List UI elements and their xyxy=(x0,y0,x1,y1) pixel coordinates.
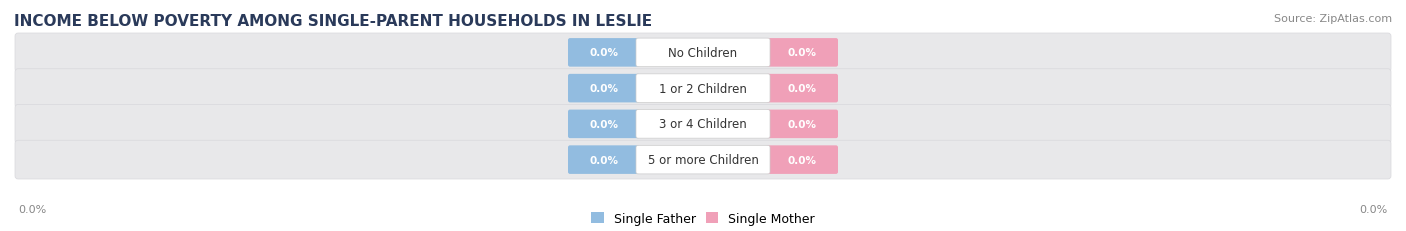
FancyBboxPatch shape xyxy=(766,110,838,139)
Text: No Children: No Children xyxy=(668,47,738,60)
FancyBboxPatch shape xyxy=(568,39,640,67)
Text: 0.0%: 0.0% xyxy=(18,204,46,214)
FancyBboxPatch shape xyxy=(15,105,1391,144)
Text: 0.0%: 0.0% xyxy=(787,84,817,94)
Text: 0.0%: 0.0% xyxy=(787,155,817,165)
FancyBboxPatch shape xyxy=(636,110,770,139)
FancyBboxPatch shape xyxy=(636,75,770,103)
Text: 0.0%: 0.0% xyxy=(589,48,619,58)
Text: 0.0%: 0.0% xyxy=(787,119,817,129)
FancyBboxPatch shape xyxy=(636,39,770,67)
Text: Source: ZipAtlas.com: Source: ZipAtlas.com xyxy=(1274,14,1392,24)
FancyBboxPatch shape xyxy=(15,141,1391,179)
FancyBboxPatch shape xyxy=(766,146,838,174)
Text: 0.0%: 0.0% xyxy=(589,155,619,165)
FancyBboxPatch shape xyxy=(766,75,838,103)
FancyBboxPatch shape xyxy=(15,34,1391,73)
Text: 0.0%: 0.0% xyxy=(787,48,817,58)
Text: 1 or 2 Children: 1 or 2 Children xyxy=(659,82,747,95)
FancyBboxPatch shape xyxy=(766,39,838,67)
FancyBboxPatch shape xyxy=(568,110,640,139)
Text: 5 or more Children: 5 or more Children xyxy=(648,153,758,166)
FancyBboxPatch shape xyxy=(568,146,640,174)
Text: 0.0%: 0.0% xyxy=(589,84,619,94)
FancyBboxPatch shape xyxy=(568,75,640,103)
FancyBboxPatch shape xyxy=(636,146,770,174)
FancyBboxPatch shape xyxy=(15,70,1391,108)
Text: 3 or 4 Children: 3 or 4 Children xyxy=(659,118,747,131)
Legend: Single Father, Single Mother: Single Father, Single Mother xyxy=(591,212,815,225)
Text: 0.0%: 0.0% xyxy=(1360,204,1388,214)
Text: 0.0%: 0.0% xyxy=(589,119,619,129)
Text: INCOME BELOW POVERTY AMONG SINGLE-PARENT HOUSEHOLDS IN LESLIE: INCOME BELOW POVERTY AMONG SINGLE-PARENT… xyxy=(14,14,652,29)
